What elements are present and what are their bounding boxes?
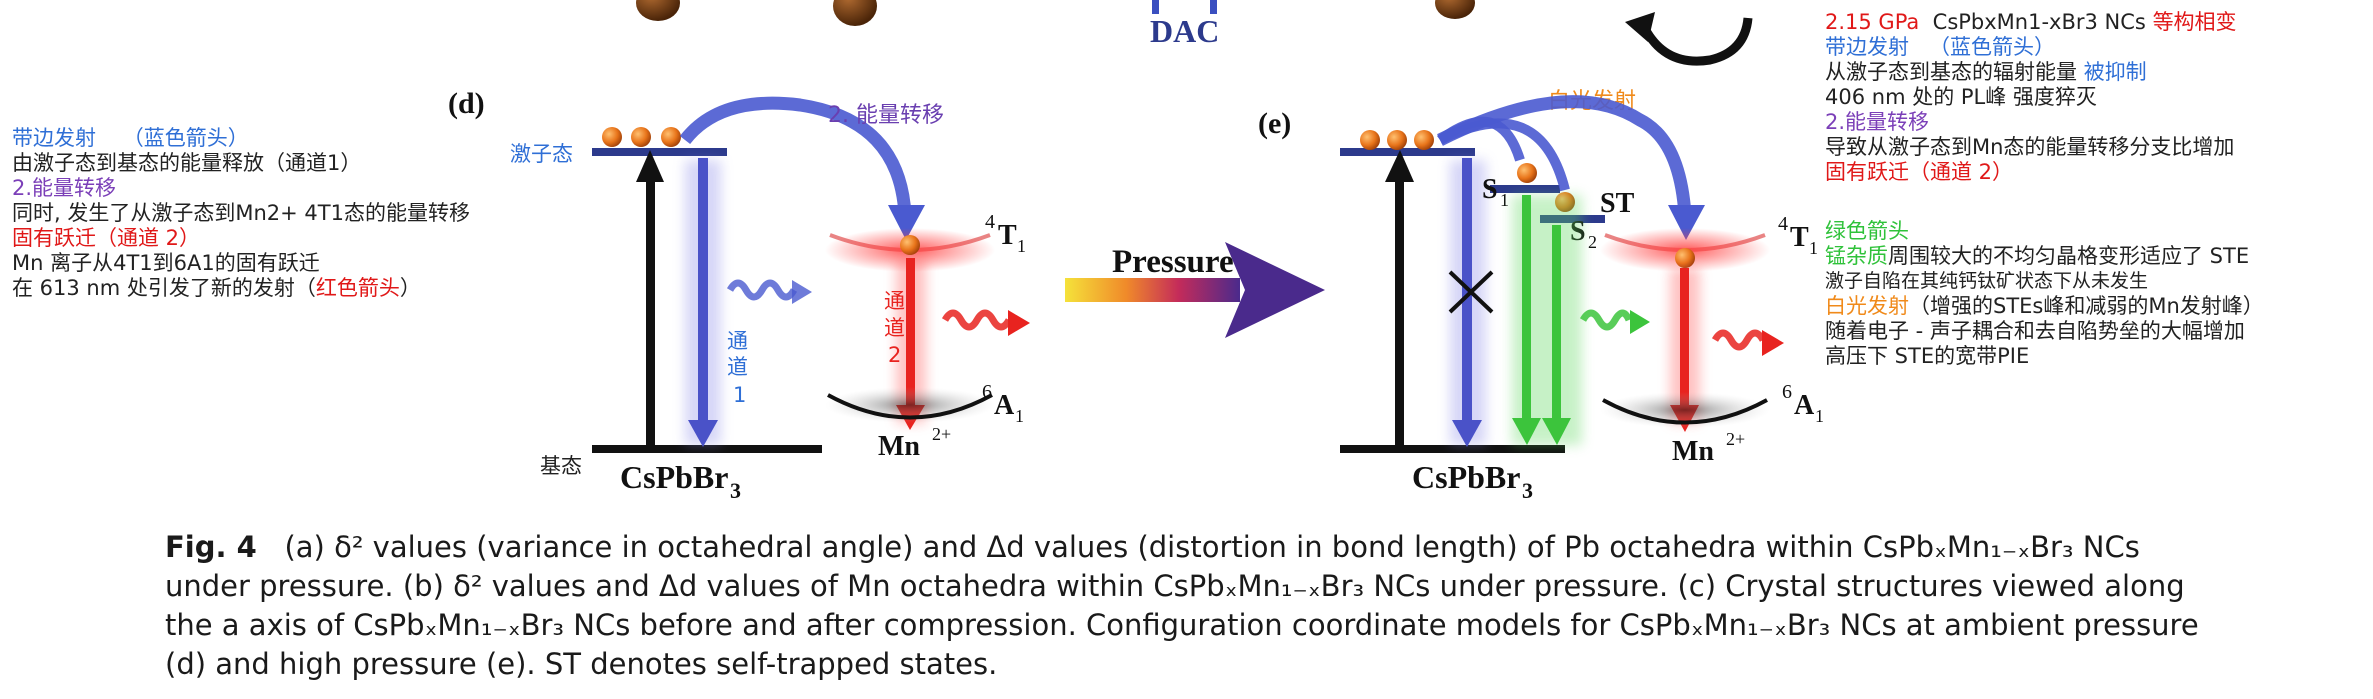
t1-sub-e: 1 [1809,238,1818,258]
t1-sup-e: 4 [1778,213,1788,235]
s1-sub: 1 [1500,190,1509,210]
host-label: CsPbBr [620,459,728,495]
dac-label: DAC [1150,13,1219,49]
mn-sup-e: 2+ [1726,429,1745,449]
s2-sub: 2 [1588,232,1597,252]
top-ball [1435,0,1475,19]
note-blue-arrow: （蓝色箭头） [1929,35,2056,59]
note-line: 由激子态到基态的能量释放（通道1） [12,151,362,175]
svg-text:道: 道 [884,316,905,340]
panel-d-label: (d) [448,87,485,120]
note-line: （增强的STEs峰和减弱的Mn发射峰） [1909,294,2264,318]
note-line: 激子自陷在其纯钙钛矿状态下从未发生 [1825,270,2149,292]
energy-transfer-arrow [679,96,912,216]
svg-text:1: 1 [733,383,746,407]
s1-label: S [1482,174,1498,205]
note-line: 2.能量转移 [1825,110,1930,134]
st-label: ST [1600,188,1635,219]
electron [1360,130,1380,150]
suppressed-cross [1448,270,1494,314]
a1-sub-e: 1 [1815,406,1824,426]
pressure-label: Pressure [1112,244,1234,280]
figure-diagram: DAC (d) 激子态 基态 通 道 1 2. 能量转移 [448,0,1824,503]
caption-fig-label: Fig. 4 [165,530,257,564]
red-wave-e [1711,329,1767,351]
top-ball [833,0,877,26]
svg-text:通: 通 [884,289,905,313]
electron [1414,130,1434,150]
svg-text:2: 2 [888,343,901,367]
note-mn-impurity: 锰杂质 [1825,244,1888,268]
host-label-e: CsPbBr [1412,459,1520,495]
note-green-arrow: 绿色箭头 [1825,219,1909,243]
note-line: Mn 离子从4T1到6A1的固有跃迁 [12,251,320,275]
mn-electron [900,235,920,255]
a1-sup-e: 6 [1782,381,1792,403]
blue-wave [726,279,798,301]
note-line: 2.能量转移 [12,176,117,200]
note-line: 在 613 nm 处引发了新的发射（ [12,276,316,300]
t1-sub: 1 [1017,236,1026,256]
panel-e: (e) S 1 ST S 2 白光发射 [1258,89,1824,503]
electron [661,127,681,147]
t1-sup: 4 [985,211,995,233]
a1-sub: 1 [1015,406,1024,426]
note-line: 固有跃迁（通道 2） [1825,160,2014,184]
note-band-edge: 带边发射 [12,126,96,150]
channel1-text: 通 道 1 [727,329,748,407]
electron [631,127,651,147]
electron [602,127,622,147]
a1-label: A [994,390,1015,421]
top-decoration: DAC [636,0,1753,66]
note-line: ） [399,276,421,300]
t1-label-e: T [1790,222,1809,253]
note-pressure: 2.15 GPa [1825,10,1920,34]
host-sub: 3 [730,478,741,503]
note-line: 406 nm 处的 PL峰 强度猝灭 [1825,85,2097,109]
electron [1387,130,1407,150]
channel2-text: 通 道 2 [884,289,905,367]
note-phase: 等构相变 [2152,10,2237,34]
note-suppressed: 被抑制 [2083,60,2147,84]
note-line: 导致从激子态到Mn态的能量转移分支比增加 [1825,135,2235,159]
note-line: 固有跃迁（通道 2） [12,226,201,250]
host-sub-e: 3 [1522,478,1533,503]
pressure-arrow: Pressure [1065,242,1325,338]
a1-label-e: A [1794,390,1815,421]
note-line: 高压下 STE的宽带PIE [1825,344,2030,368]
mn-electron [1675,248,1695,268]
mn-label-e: Mn [1672,436,1714,467]
s1-electron [1517,163,1537,183]
svg-text:通: 通 [727,329,748,353]
ground-label: 基态 [540,454,582,478]
right-notes-bottom: 绿色箭头 锰杂质周围较大的不均匀晶格变形适应了 STE 激子自陷在其纯钙钛矿状态… [1825,219,2264,369]
left-notes: 带边发射 （蓝色箭头） 由激子态到基态的能量释放（通道1） 2.能量转移 同时,… [12,126,470,301]
note-compound: CsPbxMn1-xBr3 NCs [1932,10,2146,34]
panel-e-label: (e) [1258,107,1291,140]
note-red-arrow: 红色箭头 [315,276,400,300]
rotation-arrow [1635,16,1753,66]
note-line: 周围较大的不均匀晶格变形适应了 STE [1888,244,2250,268]
red-wave [941,309,1013,331]
t1-label: T [998,220,1017,251]
figure-caption: Fig. 4 (a) δ² values (variance in octahe… [165,528,2215,684]
a1-sup: 6 [982,381,992,403]
mn-label: Mn [878,431,920,462]
note-line: 随着电子 - 声子耦合和去自陷势垒的大幅增加 [1825,319,2245,343]
svg-text:道: 道 [727,355,748,379]
note-line: 同时, 发生了从激子态到Mn2+ 4T1态的能量转移 [12,201,470,225]
note-band-edge: 带边发射 [1825,35,1909,59]
note-white-light: 白光发射 [1825,294,1909,318]
green-wave [1579,309,1633,331]
caption-text: (a) δ² values (variance in octahedral an… [165,530,2199,681]
energy-transfer-label: 2. 能量转移 [828,103,944,128]
note-blue-arrow: （蓝色箭头） [122,126,249,150]
panel-d: (d) 激子态 基态 通 道 1 2. 能量转移 4 [448,87,1030,503]
top-ball [636,0,680,21]
right-notes-top: 2.15 GPa CsPbxMn1-xBr3 NCs 等构相变 带边发射 （蓝色… [1825,10,2237,185]
note-line: 从激子态到基态的辐射能量 [1825,60,2077,84]
mn-sup: 2+ [932,424,951,444]
exciton-label: 激子态 [510,142,573,166]
